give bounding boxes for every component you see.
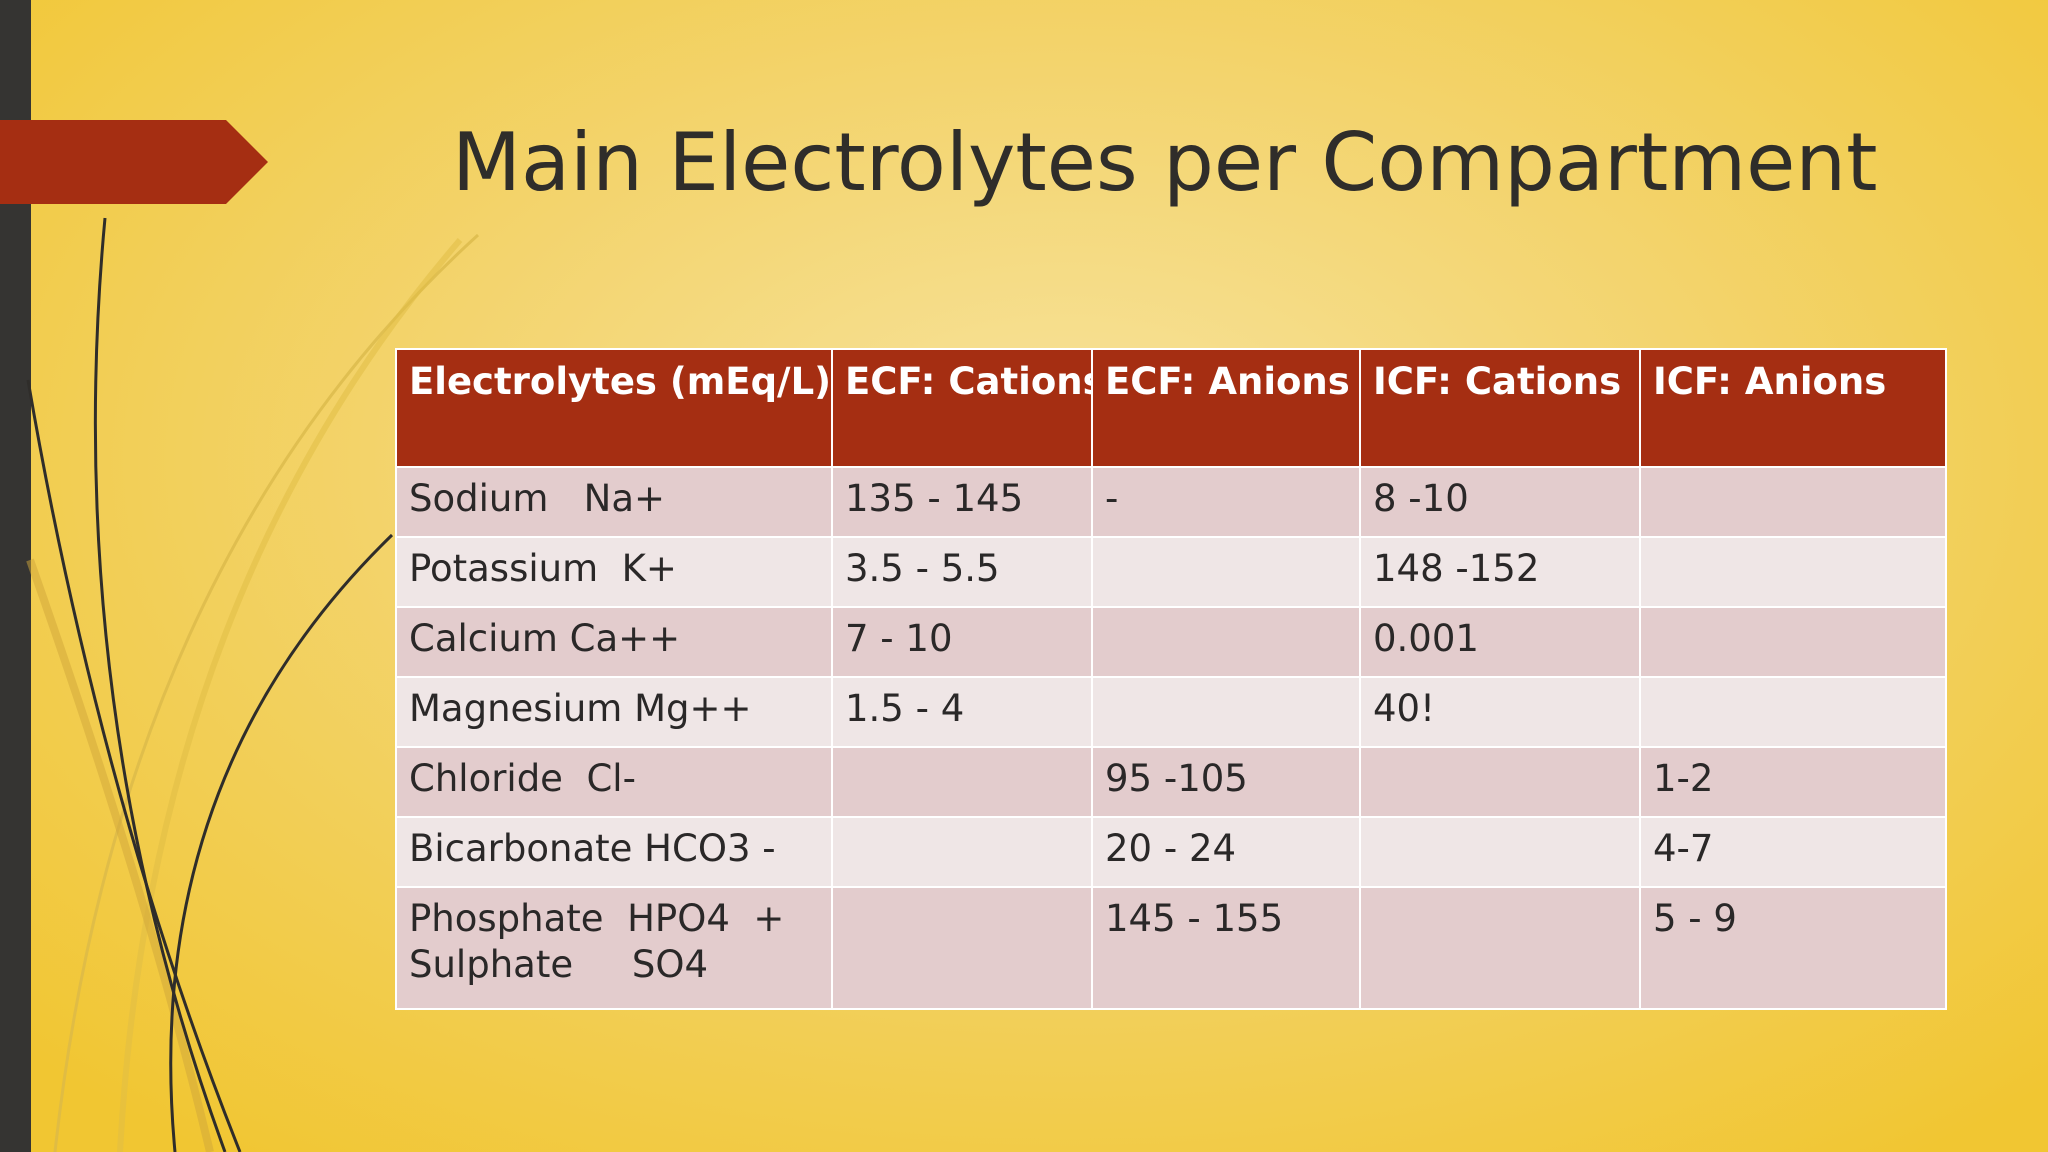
table-cell <box>1639 676 1947 748</box>
table-row: Magnesium Mg++ 1.5 - 4 40! <box>395 676 1947 748</box>
table-cell: 0.001 <box>1359 606 1641 678</box>
header-icf-cations: ICF: Cations <box>1359 348 1641 468</box>
table-cell: Sodium Na+ <box>395 466 833 538</box>
table-cell <box>1359 886 1641 1010</box>
table-cell: 8 -10 <box>1359 466 1641 538</box>
table-header-row: Electrolytes (mEq/L) ECF: Cations ECF: A… <box>395 348 1947 468</box>
table-cell: - <box>1091 466 1361 538</box>
table-row: Phosphate HPO4 + Sulphate SO4 145 - 155 … <box>395 886 1947 1010</box>
table-cell <box>1359 816 1641 888</box>
table-cell: Potassium K+ <box>395 536 833 608</box>
table-cell <box>1091 676 1361 748</box>
table-cell <box>1639 606 1947 678</box>
table-cell <box>831 816 1093 888</box>
table-cell: 40! <box>1359 676 1641 748</box>
table-cell <box>831 886 1093 1010</box>
table-cell <box>1091 536 1361 608</box>
table-cell: 1-2 <box>1639 746 1947 818</box>
table-cell: Calcium Ca++ <box>395 606 833 678</box>
table-cell <box>1359 746 1641 818</box>
table-cell: 145 - 155 <box>1091 886 1361 1010</box>
table-cell: 148 -152 <box>1359 536 1641 608</box>
header-ecf-cations: ECF: Cations <box>831 348 1093 468</box>
table-cell: 1.5 - 4 <box>831 676 1093 748</box>
table-cell: 20 - 24 <box>1091 816 1361 888</box>
table-cell <box>1639 536 1947 608</box>
header-ecf-anions: ECF: Anions <box>1091 348 1361 468</box>
table-cell: Magnesium Mg++ <box>395 676 833 748</box>
table-cell: 135 - 145 <box>831 466 1093 538</box>
table-row: Sodium Na+ 135 - 145 - 8 -10 <box>395 466 1947 538</box>
table-cell: 4-7 <box>1639 816 1947 888</box>
electrolytes-table: Electrolytes (mEq/L) ECF: Cations ECF: A… <box>395 348 1947 1010</box>
table-cell: 3.5 - 5.5 <box>831 536 1093 608</box>
table-row: Bicarbonate HCO3 - 20 - 24 4-7 <box>395 816 1947 888</box>
table-cell: 5 - 9 <box>1639 886 1947 1010</box>
table-row: Potassium K+ 3.5 - 5.5 148 -152 <box>395 536 1947 608</box>
table-cell <box>1639 466 1947 538</box>
table-row: Calcium Ca++ 7 - 10 0.001 <box>395 606 1947 678</box>
table-row: Chloride Cl- 95 -105 1-2 <box>395 746 1947 818</box>
slide-title: Main Electrolytes per Compartment <box>452 116 1878 209</box>
table-cell: Phosphate HPO4 + Sulphate SO4 <box>395 886 833 1010</box>
title-accent-flag <box>0 120 268 204</box>
table-cell: 7 - 10 <box>831 606 1093 678</box>
table-cell <box>1091 606 1361 678</box>
header-electrolytes: Electrolytes (mEq/L) <box>395 348 833 468</box>
header-icf-anions: ICF: Anions <box>1639 348 1947 468</box>
table-cell: 95 -105 <box>1091 746 1361 818</box>
table-cell <box>831 746 1093 818</box>
table-cell: Chloride Cl- <box>395 746 833 818</box>
table-cell: Bicarbonate HCO3 - <box>395 816 833 888</box>
